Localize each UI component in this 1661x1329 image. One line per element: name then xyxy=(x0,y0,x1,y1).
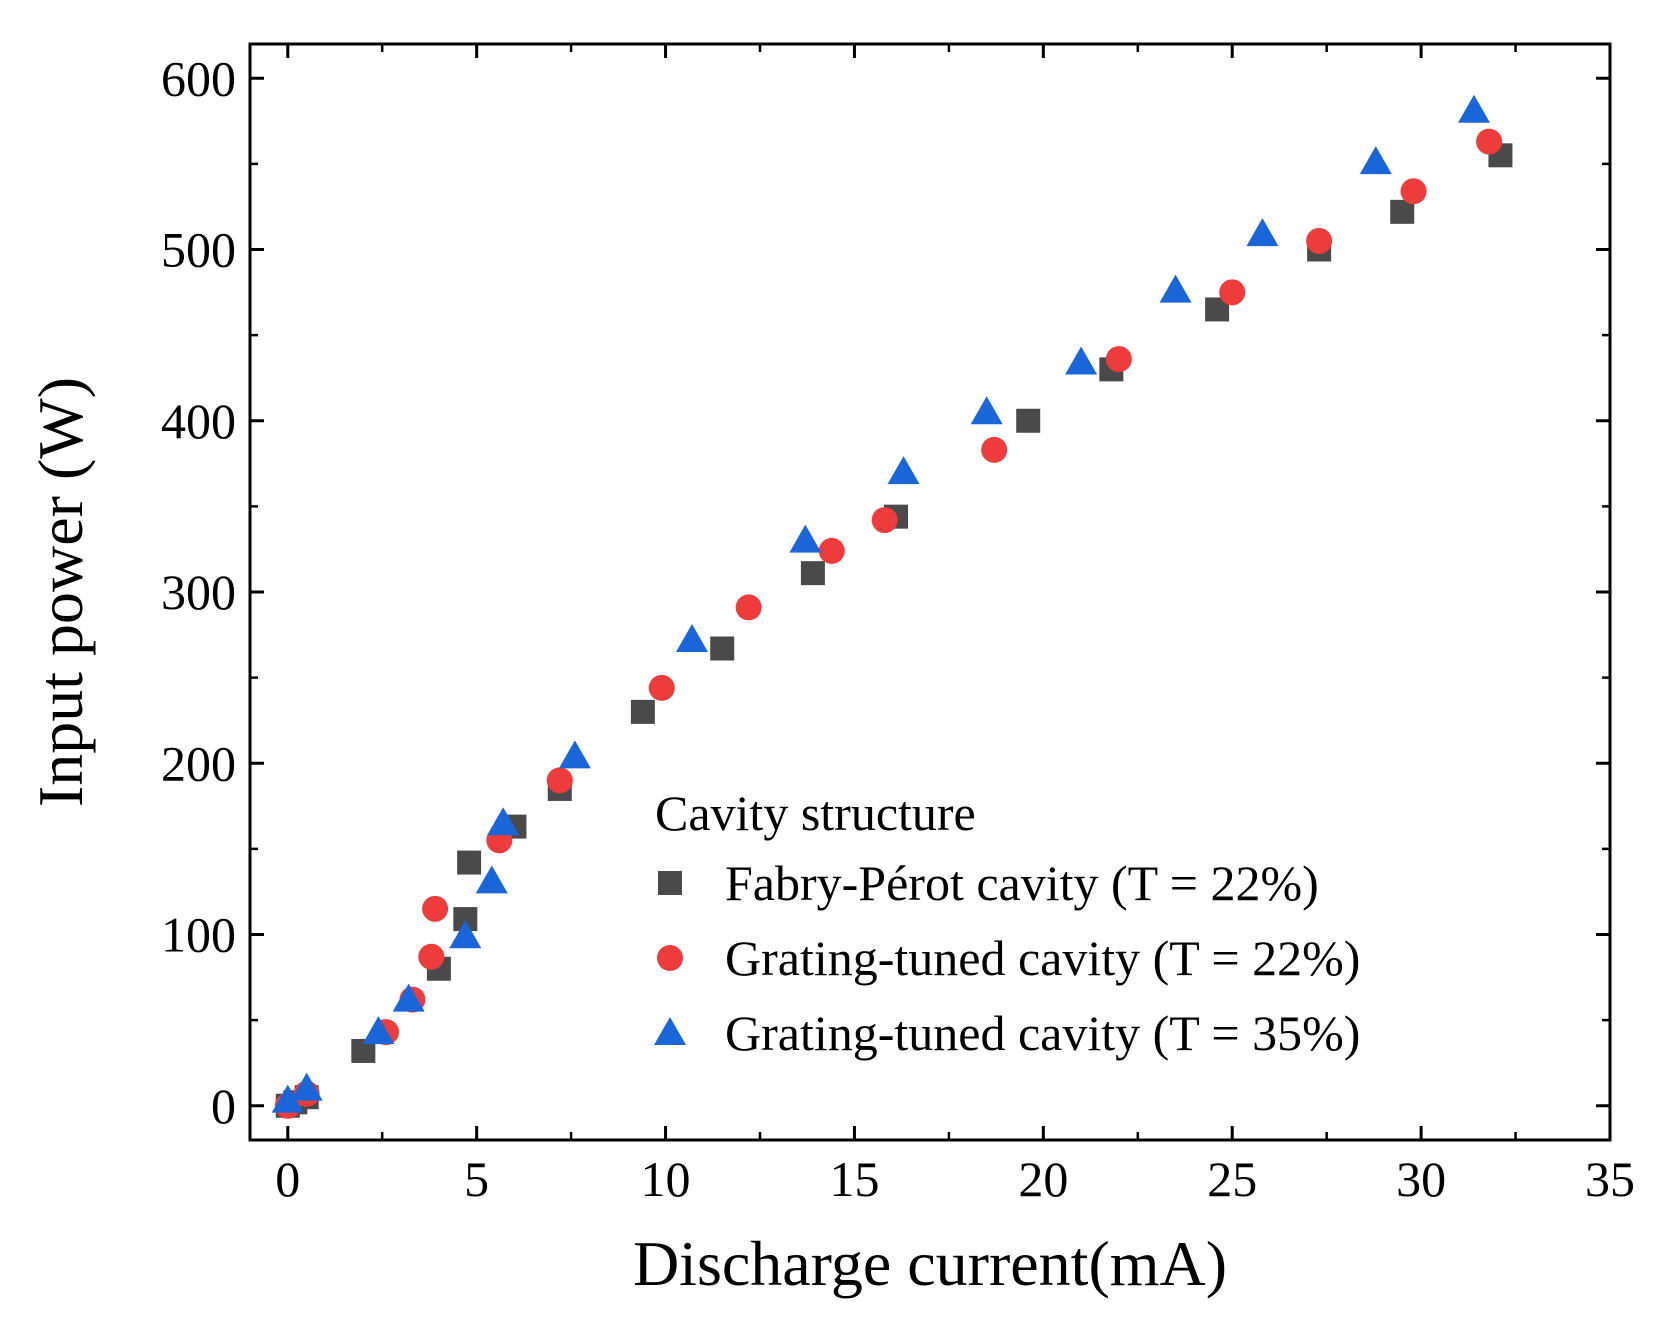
legend-item: Fabry-Pérot cavity (T = 22%) xyxy=(658,855,1319,911)
data-point-triangle xyxy=(271,1084,304,1113)
legend-title: Cavity structure xyxy=(655,785,976,841)
data-point-square xyxy=(1016,408,1041,433)
x-tick-label: 25 xyxy=(1207,1151,1257,1207)
y-tick-label: 200 xyxy=(161,735,236,791)
data-point-square xyxy=(630,699,655,724)
legend-label: Fabry-Pérot cavity (T = 22%) xyxy=(725,855,1319,911)
y-tick-label: 400 xyxy=(161,393,236,449)
data-point-circle xyxy=(735,594,762,621)
data-markers xyxy=(271,94,1513,1119)
data-point-circle xyxy=(871,507,898,534)
data-point-triangle xyxy=(1065,346,1098,375)
data-point-square xyxy=(457,850,482,875)
data-point-triangle xyxy=(558,740,591,769)
legend-label: Grating-tuned cavity (T = 35%) xyxy=(725,1005,1360,1061)
data-point-triangle xyxy=(290,1072,323,1101)
legend-marker-square xyxy=(658,871,682,895)
data-point-circle xyxy=(418,943,445,970)
data-point-circle xyxy=(1219,279,1246,306)
data-point-triangle xyxy=(887,456,920,485)
plot-frame xyxy=(248,42,1612,1142)
data-point-triangle xyxy=(1246,218,1279,247)
data-point-circle xyxy=(1105,346,1132,373)
y-tick-label: 600 xyxy=(161,50,236,106)
data-point-triangle xyxy=(1458,94,1490,123)
data-point-circle xyxy=(546,767,573,794)
data-point-triangle xyxy=(362,1016,395,1045)
data-point-circle xyxy=(648,674,675,701)
y-tick-label: 100 xyxy=(161,907,236,963)
y-tick-label: 500 xyxy=(161,222,236,278)
legend-label: Grating-tuned cavity (T = 22%) xyxy=(725,930,1360,986)
x-axis-title: Discharge current(mA) xyxy=(633,1228,1227,1299)
data-point-triangle xyxy=(475,865,508,894)
data-point-square xyxy=(710,636,735,661)
y-tick-label: 0 xyxy=(211,1078,236,1134)
axis-ticks xyxy=(250,44,1612,1140)
data-point-circle xyxy=(422,895,449,922)
x-tick-label: 5 xyxy=(464,1151,489,1207)
x-tick-label: 0 xyxy=(275,1151,300,1207)
data-point-circle xyxy=(1306,227,1333,254)
data-point-circle xyxy=(1400,178,1427,205)
x-tick-label: 15 xyxy=(829,1151,879,1207)
data-point-circle xyxy=(818,537,845,564)
legend: Cavity structure Fabry-Pérot cavity (T =… xyxy=(654,785,1360,1061)
legend-marker-triangle xyxy=(654,1017,686,1045)
data-point-triangle xyxy=(789,524,822,553)
data-point-square xyxy=(800,561,825,586)
data-point-triangle xyxy=(392,983,425,1012)
legend-marker-circle xyxy=(657,945,683,971)
y-axis-title: Input power (W) xyxy=(25,377,96,807)
data-point-circle xyxy=(1476,128,1503,155)
x-tick-label: 10 xyxy=(641,1151,691,1207)
data-point-triangle xyxy=(1359,146,1392,175)
tick-labels: 0 5 10 15 20 25 30 35 0 100 200 300 400 500 600 xyxy=(161,50,1635,1207)
x-tick-label: 30 xyxy=(1396,1151,1446,1207)
legend-item: Grating-tuned cavity (T = 35%) xyxy=(654,1005,1360,1061)
legend-items: Fabry-Pérot cavity (T = 22%) Grating-tune… xyxy=(654,855,1360,1061)
data-point-circle xyxy=(981,436,1008,463)
x-tick-label: 35 xyxy=(1585,1151,1635,1207)
data-point-triangle xyxy=(676,623,708,652)
data-point-triangle xyxy=(449,920,482,949)
data-point-triangle xyxy=(1159,274,1192,303)
y-tick-label: 300 xyxy=(161,564,236,620)
data-point-triangle xyxy=(487,807,520,836)
series-triangle xyxy=(271,94,1490,1113)
x-tick-label: 20 xyxy=(1018,1151,1068,1207)
data-point-triangle xyxy=(970,396,1003,425)
legend-item: Grating-tuned cavity (T = 22%) xyxy=(657,930,1360,986)
